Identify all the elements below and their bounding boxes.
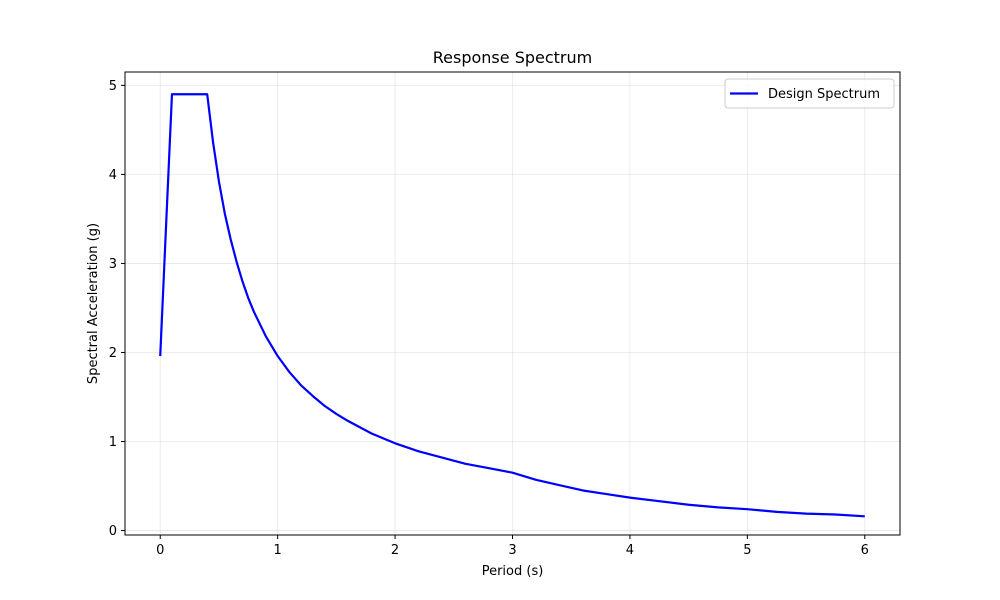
series-layer — [159, 93, 865, 518]
y-tick-label: 4 — [109, 168, 117, 183]
x-tick-label: 3 — [508, 543, 516, 558]
y-tick-label: 3 — [109, 257, 117, 272]
x-tick-label: 4 — [626, 543, 634, 558]
y-tick-label: 5 — [109, 79, 117, 94]
y-tick-label: 1 — [109, 435, 117, 450]
grid-layer — [125, 72, 900, 535]
legend-box — [724, 78, 895, 109]
y-tick-label: 0 — [109, 524, 117, 539]
chart-title: Response Spectrum — [433, 48, 592, 67]
x-axis-ticks: 0 1 2 3 4 5 6 — [156, 535, 869, 558]
x-tick-label: 2 — [391, 543, 399, 558]
legend-label-design-spectrum: Design Spectrum — [768, 87, 880, 102]
y-axis-ticks: 0 1 2 3 4 5 — [109, 79, 125, 539]
legend: Design Spectrum — [724, 78, 895, 109]
x-tick-label: 0 — [156, 543, 164, 558]
series-line-design-spectrum — [159, 93, 865, 518]
x-axis-label: Period (s) — [482, 564, 544, 579]
x-tick-label: 5 — [743, 543, 751, 558]
x-tick-label: 1 — [274, 543, 282, 558]
y-axis-label: Spectral Acceleration (g) — [86, 223, 101, 384]
y-tick-label: 2 — [109, 346, 117, 361]
x-tick-label: 6 — [861, 543, 869, 558]
